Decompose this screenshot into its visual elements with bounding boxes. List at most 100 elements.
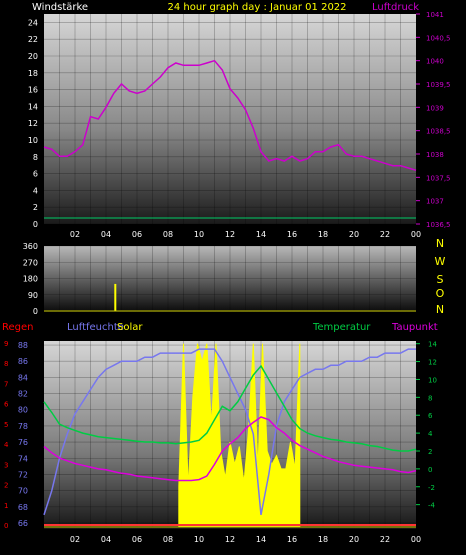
luftdruck-tick-label: 1040 — [426, 58, 444, 66]
luftdruck-tick-label: 1038 — [426, 151, 444, 159]
regen-tick-label: 1 — [4, 502, 8, 510]
luftfeuchte-tick-label: 76 — [18, 438, 28, 447]
panel2-background — [44, 246, 416, 312]
windstaerke-label: Windstärke — [32, 2, 88, 13]
x-tick-label: 18 — [318, 230, 328, 239]
temperatur-tick-label: -4 — [428, 502, 436, 510]
windstaerke-tick-label: 14 — [28, 102, 38, 111]
legend-regen: Regen — [2, 322, 34, 333]
luftdruck-tick-label: 1036,5 — [426, 221, 451, 229]
luftfeuchte-tick-label: 74 — [18, 454, 28, 463]
luftfeuchte-tick-label: 66 — [18, 519, 28, 528]
windstaerke-tick-label: 12 — [28, 119, 38, 128]
direction-label: N — [436, 237, 444, 250]
luftdruck-tick-label: 1041 — [426, 11, 444, 19]
x-tick-label: 22 — [380, 230, 390, 239]
x-tick-label: 14 — [256, 230, 266, 239]
luftfeuchte-line — [43, 348, 416, 516]
chart-title: 24 hour graph day : Januar 01 2022 — [167, 2, 346, 13]
x-tick-label: 16 — [287, 535, 297, 544]
temperatur-tick-label: -2 — [428, 484, 435, 492]
luftfeuchte-tick-label: 68 — [18, 503, 28, 512]
windstaerke-tick-label: 24 — [28, 18, 38, 27]
regen-tick-label: 7 — [4, 380, 8, 388]
x-tick-label: 04 — [101, 230, 111, 239]
x-tick-label: 20 — [349, 230, 359, 239]
luftfeuchte-tick-label: 86 — [18, 357, 28, 366]
luftfeuchte-tick-label: 70 — [18, 487, 28, 496]
x-tick-label: 02 — [70, 230, 80, 239]
temperatur-tick-label: 6 — [428, 412, 433, 420]
temperatur-tick-label: 10 — [428, 376, 437, 384]
luftfeuchte-tick-label: 80 — [18, 406, 28, 415]
direction-label: O — [436, 287, 445, 300]
temperatur-tick-label: 0 — [428, 466, 432, 474]
panel2-y-axis: 0 90 180 270 360 — [23, 242, 38, 316]
luftdruck-tick-label: 1037,5 — [426, 174, 451, 182]
temperatur-axis: -4 -2 0 2 4 6 8 10 12 14 — [416, 341, 437, 510]
regen-tick-label: 9 — [4, 340, 8, 348]
x-tick-label: 20 — [349, 535, 359, 544]
regen-tick-label: 4 — [4, 441, 9, 449]
x-tick-label: 22 — [380, 535, 390, 544]
x-tick-label: 08 — [163, 535, 173, 544]
direction-tick-label: 180 — [23, 275, 38, 284]
regen-tick-label: 5 — [4, 421, 8, 429]
luftfeuchte-tick-label: 84 — [18, 373, 28, 382]
x-tick-label: 16 — [287, 230, 297, 239]
direction-label: N — [436, 303, 444, 316]
solar-area — [178, 343, 301, 528]
windstaerke-tick-label: 16 — [28, 86, 38, 95]
panel1-grid — [44, 14, 416, 225]
windstaerke-tick-label: 6 — [33, 170, 38, 179]
luftdruck-tick-label: 1037 — [426, 198, 444, 206]
windstaerke-tick-label: 20 — [28, 52, 38, 61]
panel1-x-axis: 02 04 06 08 10 12 14 16 18 20 22 00 — [70, 230, 421, 239]
x-tick-label: 10 — [194, 535, 204, 544]
x-tick-label: 00 — [411, 230, 421, 239]
temperatur-tick-label: 4 — [428, 430, 433, 438]
taupunkt-line — [43, 416, 417, 482]
luftfeuchte-axis: 66 68 70 72 74 76 78 80 82 84 86 88 — [18, 341, 28, 528]
luftfeuchte-tick-label: 88 — [18, 341, 28, 350]
x-tick-label: 02 — [70, 535, 80, 544]
regen-tick-label: 2 — [4, 482, 8, 490]
regen-tick-label: 3 — [4, 461, 8, 469]
x-tick-label: 04 — [101, 535, 111, 544]
regen-tick-label: 0 — [4, 522, 8, 530]
temperatur-tick-label: 2 — [428, 448, 432, 456]
windstaerke-tick-label: 8 — [33, 153, 38, 162]
regen-tick-label: 8 — [4, 360, 8, 368]
legend-taupunkt: Taupunkt — [391, 322, 438, 333]
x-tick-label: 06 — [132, 230, 142, 239]
panel3-x-axis: 02 04 06 08 10 12 14 16 18 20 22 00 — [70, 535, 421, 544]
luftdruck-label: Luftdruck — [372, 2, 419, 13]
luftdruck-tick-label: 1038,5 — [426, 128, 451, 136]
luftdruck-line — [43, 59, 417, 172]
direction-label: W — [435, 255, 446, 268]
legend-temperatur: Temperatur — [312, 322, 371, 333]
x-tick-label: 00 — [411, 535, 421, 544]
windstaerke-tick-label: 22 — [28, 35, 38, 44]
x-tick-label: 12 — [225, 535, 235, 544]
legend-luftfeuchte: Luftfeuchte — [67, 322, 124, 333]
wind-direction-bar — [114, 283, 117, 311]
windstaerke-tick-label: 4 — [33, 186, 38, 195]
temperatur-tick-label: 14 — [428, 341, 437, 349]
direction-tick-label: 360 — [23, 242, 38, 251]
luftfeuchte-tick-label: 78 — [18, 422, 28, 431]
panel1-right-axis: 1036,5 1037 1037,5 1038 1038,5 1039 1039,5 1040… — [416, 11, 451, 229]
luftdruck-tick-label: 1039 — [426, 104, 444, 112]
temperatur-tick-label: 12 — [428, 359, 437, 367]
regen-tick-label: 6 — [4, 401, 9, 409]
luftdruck-tick-label: 1039,5 — [426, 81, 451, 89]
luftfeuchte-tick-label: 82 — [18, 390, 28, 399]
direction-tick-label: 0 — [33, 307, 38, 316]
x-tick-label: 12 — [225, 230, 235, 239]
x-tick-label: 06 — [132, 535, 142, 544]
windstaerke-tick-label: 2 — [33, 203, 38, 212]
luftdruck-tick-label: 1040,5 — [426, 34, 451, 42]
